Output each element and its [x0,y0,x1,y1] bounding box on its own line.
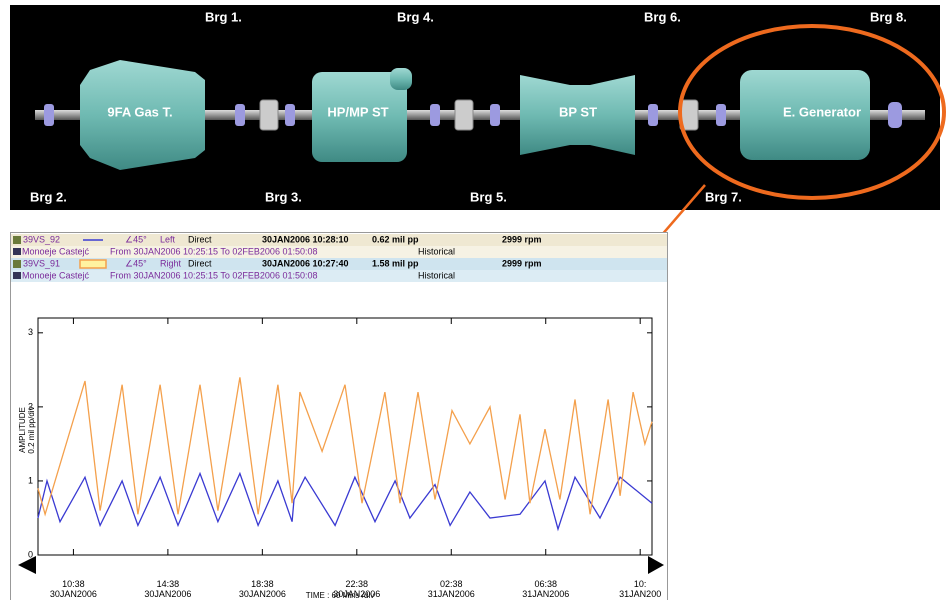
y-axis-sublabel: 0.2 mil pp/div [27,406,36,453]
header-row [11,258,667,270]
chart-panel [10,232,668,600]
x-tick-label: 10:38 30JAN2006 [49,579,97,599]
header-angle: ∠45° [125,234,147,244]
header-machine: Monoeje Castejć [22,270,90,280]
header-source: Historical [418,246,455,256]
header-mode: Direct [188,258,212,268]
bearing-label: Brg 5. [470,189,507,204]
y-tick-label: 3 [28,327,33,337]
component-label: BP ST [559,104,597,119]
y-axis-label: AMPLITUDE [18,407,27,453]
header-speed: 2999 rpm [502,258,542,268]
plot-frame [37,317,653,556]
header-mode: Direct [188,234,212,244]
header-timestamp: 30JAN2006 10:27:40 [262,258,349,268]
x-axis-label: TIME : 60 Mins /div [306,591,374,600]
header-machine: Monoeje Castejć [22,246,90,256]
bearing-label: Brg 8. [870,9,907,24]
scroll-right[interactable] [648,556,664,574]
generator [740,70,870,160]
y-tick-label: 2 [28,401,33,411]
bearing-label: Brg 4. [397,9,434,24]
machine-icon [13,248,21,255]
highlight-ellipse [678,24,946,200]
header-reading: 0.62 mil pp [372,234,419,244]
couplings [259,99,699,131]
x-tick-label: 06:38 31JAN2006 [522,579,570,599]
series-line [37,471,653,532]
x-tick-label: 22:38 30JAN2006 [333,579,381,599]
x-tick-label: 18:38 30JAN2006 [238,579,286,599]
component-label: E. Generator [783,104,861,119]
header-speed: 2999 rpm [502,234,542,244]
component-label: 9FA Gas T. [107,104,172,119]
header-row [11,270,667,282]
x-tick-label: 14:38 30JAN2006 [144,579,192,599]
legend-swatch [79,259,107,269]
y-tick-label: 1 [28,475,33,485]
header-reading: 1.58 mil pp [372,258,419,268]
x-tick-label: 10: 31JAN200 [619,579,662,599]
header-name: 39VS_91 [23,258,60,268]
legend-icon [13,236,21,244]
scroll-left[interactable] [18,556,36,574]
legend-icon [13,260,21,268]
header-row [11,246,667,258]
component-label: HP/MP ST [327,104,388,119]
header-range: From 30JAN2006 10:25:15 To 02FEB2006 01:… [110,270,317,280]
bp-turbine [520,75,635,155]
shaft [35,110,925,120]
hpmp-port [390,68,412,90]
bearing-label: Brg 2. [30,189,67,204]
header-row [11,234,667,246]
header-side: Right [160,258,182,268]
hpmp-turbine [312,72,407,162]
bearing-label: Brg 6. [644,9,681,24]
bearing-label: Brg 3. [265,189,302,204]
y-tick-label: 0 [28,549,33,559]
header-side: Left [160,234,176,244]
bearing-label: Brg 7. [705,189,742,204]
header-range: From 30JAN2006 10:25:15 To 02FEB2006 01:… [110,246,317,256]
header-timestamp: 30JAN2006 10:28:10 [262,234,349,244]
x-tick-label: 02:38 31JAN2006 [427,579,475,599]
header-angle: ∠45° [125,258,147,268]
bearing-label: Brg 1. [205,9,242,24]
gas-turbine [80,60,205,170]
machine-icon [13,272,21,279]
series-line [37,377,653,517]
header-name: 39VS_92 [23,234,60,244]
bearing-blocks [44,102,902,128]
header-source: Historical [418,270,455,280]
